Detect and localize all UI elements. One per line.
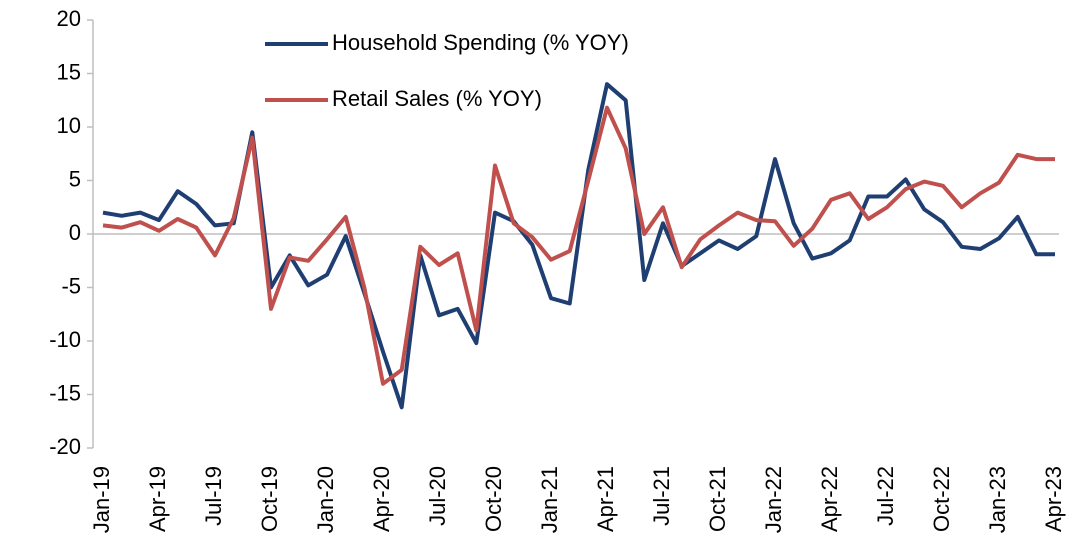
x-tick-label: Jul-20 [425, 466, 450, 526]
y-tick-label: 10 [57, 113, 81, 138]
x-tick-label: Apr-22 [817, 466, 842, 532]
y-tick-label: 0 [69, 220, 81, 245]
y-tick-label: -20 [49, 434, 81, 459]
y-tick-label: -5 [61, 273, 81, 298]
series-line [102, 105, 1055, 386]
x-tick-label: Apr-23 [1041, 466, 1066, 532]
x-tick-label: Jan-22 [761, 466, 786, 533]
y-tick-label: -15 [49, 380, 81, 405]
x-tick-label: Oct-22 [929, 466, 954, 532]
x-tick-label: Oct-21 [705, 466, 730, 532]
y-tick-label: 20 [57, 6, 81, 31]
x-tick-label: Oct-19 [257, 466, 282, 532]
x-tick-label: Jan-20 [313, 466, 338, 533]
x-tick-label: Jan-23 [985, 466, 1010, 533]
x-tick-label: Apr-20 [369, 466, 394, 532]
y-tick-label: 5 [69, 166, 81, 191]
legend-label: Retail Sales (% YOY) [332, 86, 542, 111]
y-tick-label: -10 [49, 327, 81, 352]
x-tick-label: Jul-19 [201, 466, 226, 526]
legend-label: Household Spending (% YOY) [332, 30, 629, 55]
y-tick-label: 15 [57, 59, 81, 84]
x-tick-label: Jan-21 [537, 466, 562, 533]
x-tick-label: Jul-21 [649, 466, 674, 526]
x-tick-label: Jul-22 [873, 466, 898, 526]
x-tick-label: Oct-20 [481, 466, 506, 532]
x-tick-label: Apr-19 [145, 466, 170, 532]
x-tick-label: Apr-21 [593, 466, 618, 532]
x-tick-label: Jan-19 [89, 466, 114, 533]
series-line [102, 82, 1055, 410]
